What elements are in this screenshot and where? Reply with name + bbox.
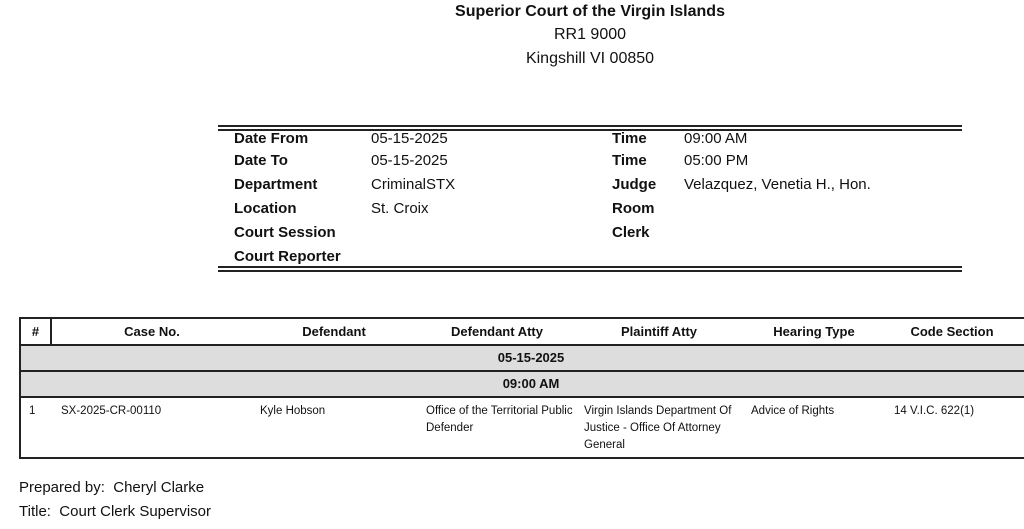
info-value: St. Croix [371, 200, 429, 217]
date-group-row: 05-15-2025 [21, 344, 1024, 370]
info-value: 05-15-2025 [371, 130, 448, 147]
info-value: CriminalSTX [371, 176, 456, 193]
column-header-code-section: Code Section [910, 324, 994, 339]
cell-defendant: Kyle Hobson [260, 405, 326, 417]
info-value: Velazquez, Venetia H., Hon. [684, 176, 871, 193]
preparer-title: Title: Court Clerk Supervisor [19, 503, 211, 520]
column-header-number: # [31, 324, 40, 339]
prepared-by-label: Prepared by: [19, 479, 105, 496]
info-label: Date From [234, 130, 309, 147]
info-label: Date To [234, 152, 288, 169]
info-label: Judge [612, 176, 657, 193]
court-name: Superior Court of the Virgin Islands [455, 3, 725, 20]
column-header-defendant: Defendant [302, 324, 366, 339]
column-divider [50, 319, 52, 345]
info-value: 05:00 PM [684, 152, 749, 169]
cell-case-no[interactable]: SX-2025-CR-00110 [61, 405, 162, 417]
info-label: Time [612, 152, 647, 169]
cell-plaintiff-atty: Virgin Islands Department Of Justice - O… [584, 405, 732, 451]
cell-code-section: 14 V.I.C. 622(1) [894, 405, 975, 417]
column-header-defendant-atty: Defendant Atty [451, 324, 543, 339]
info-label: Court Reporter [234, 248, 341, 265]
column-header-plaintiff-atty: Plaintiff Atty [620, 324, 698, 339]
column-header-case-no: Case No. [124, 324, 180, 339]
calendar-table: # Case No. Defendant Defendant Atty Plai… [19, 317, 1024, 459]
court-address-line2: Kingshill VI 00850 [525, 50, 655, 67]
title-label: Title: [19, 503, 51, 520]
column-header-hearing-type: Hearing Type [773, 324, 855, 339]
prepared-by-name: Cheryl Clarke [113, 479, 205, 496]
title-value: Court Clerk Supervisor [59, 503, 212, 520]
info-label: Location [234, 200, 297, 217]
time-group-row: 09:00 AM [21, 370, 1024, 398]
info-label: Time [612, 130, 647, 147]
cell-defendant-atty: Office of the Territorial Public Defende… [426, 405, 573, 434]
divider-bottom [218, 266, 962, 272]
info-label: Department [234, 176, 318, 193]
prepared-by: Prepared by: Cheryl Clarke [19, 479, 204, 496]
court-address-line1: RR1 9000 [553, 26, 627, 43]
cell-hearing-type: Advice of Rights [751, 405, 835, 417]
divider-top [218, 125, 962, 131]
cell-number: 1 [29, 405, 36, 417]
info-value: 09:00 AM [684, 130, 748, 147]
info-label: Room [612, 200, 655, 217]
info-value: 05-15-2025 [371, 152, 448, 169]
info-label: Clerk [612, 224, 650, 241]
info-label: Court Session [234, 224, 336, 241]
